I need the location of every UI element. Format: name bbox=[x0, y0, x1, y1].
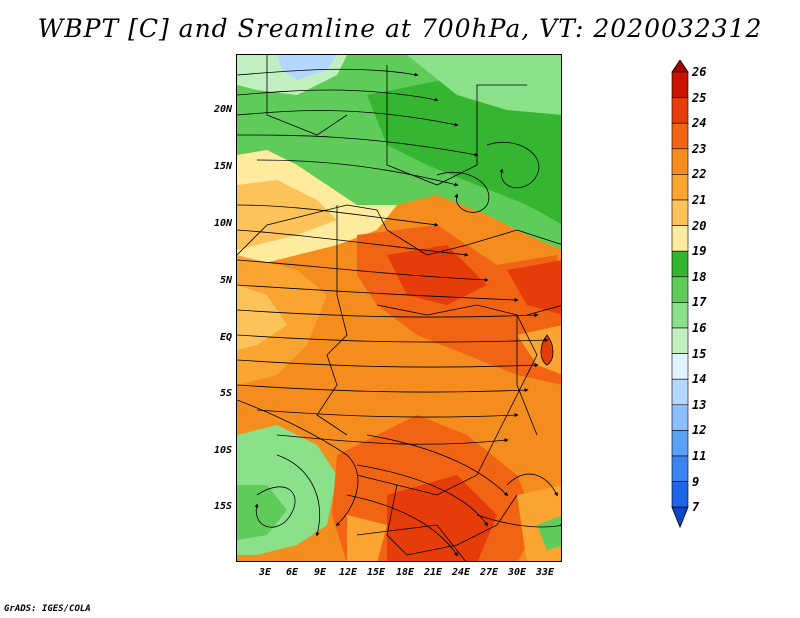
colorbar-swatch bbox=[671, 276, 689, 303]
colorbar-swatch bbox=[671, 353, 689, 380]
colorbar-swatch bbox=[671, 122, 689, 150]
credit-text: GrADS: IGES/COLA bbox=[4, 604, 91, 614]
colorbar-swatch bbox=[671, 481, 689, 508]
lat-label: 15N bbox=[213, 161, 232, 172]
chart-title: WBPT [C] and Sreamline at 700hPa, VT: 20… bbox=[37, 14, 763, 43]
colorbar-swatch bbox=[671, 430, 689, 457]
colorbar-tick-label: 22 bbox=[692, 167, 707, 182]
colorbar-tick-label: 21 bbox=[692, 193, 707, 207]
country-borders bbox=[237, 55, 561, 561]
colorbar-swatch bbox=[671, 174, 689, 201]
lon-label: 9E bbox=[313, 567, 327, 578]
colorbar-swatch bbox=[671, 404, 689, 431]
wbpt-field bbox=[237, 55, 561, 561]
colorbar-tick-label: 24 bbox=[692, 116, 707, 131]
colorbar-top-arrow bbox=[671, 60, 689, 73]
colorbar-tick-label: 11 bbox=[692, 449, 707, 463]
colorbar-tick-label: 7 bbox=[692, 500, 700, 515]
colorbar-tick-label: 16 bbox=[692, 321, 707, 335]
lon-label: 15E bbox=[366, 567, 386, 578]
lon-label: 21E bbox=[423, 567, 443, 578]
colorbar-swatch bbox=[671, 199, 689, 226]
lat-label: EQ bbox=[219, 332, 232, 343]
lon-label: 6E bbox=[285, 567, 299, 578]
lon-label: 30E bbox=[507, 567, 527, 578]
colorbar-swatch bbox=[671, 327, 689, 354]
streamlines bbox=[237, 68, 561, 557]
colorbar-tick-label: 12 bbox=[692, 423, 707, 438]
lon-label: 3E bbox=[258, 567, 272, 578]
colorbar-tick-label: 23 bbox=[692, 141, 707, 156]
lon-label: 33E bbox=[535, 567, 555, 578]
colorbar-swatch bbox=[671, 455, 689, 482]
lat-label: 5N bbox=[219, 275, 232, 286]
colorbar-tick-label: 17 bbox=[692, 295, 707, 310]
colorbar-swatch bbox=[671, 148, 689, 175]
lat-label: 20N bbox=[213, 104, 232, 115]
lon-label: 27E bbox=[479, 567, 499, 578]
colorbar-tick-label: 13 bbox=[692, 397, 707, 412]
lat-label: 10N bbox=[213, 218, 232, 229]
colorbar-tick-label: 25 bbox=[692, 90, 707, 105]
colorbar-swatch bbox=[671, 97, 689, 124]
colorbar-tick-label: 20 bbox=[692, 218, 707, 233]
colorbar-tick-label: 9 bbox=[692, 474, 700, 489]
lon-label: 12E bbox=[338, 567, 358, 578]
lon-label: 18E bbox=[395, 567, 415, 578]
colorbar-tick-label: 15 bbox=[692, 346, 707, 361]
lat-label: 10S bbox=[213, 445, 232, 456]
colorbar-tick-label: 19 bbox=[692, 244, 707, 259]
lat-label: 15S bbox=[213, 501, 232, 512]
colorbar-swatch bbox=[671, 225, 689, 252]
colorbar-swatch bbox=[671, 250, 689, 278]
lon-label: 24E bbox=[451, 567, 471, 578]
colorbar-swatch bbox=[671, 302, 689, 329]
colorbar-swatch bbox=[671, 378, 689, 406]
weather-map[interactable] bbox=[236, 54, 562, 562]
colorbar-tick-label: 18 bbox=[692, 269, 707, 284]
colorbar-bottom-arrow bbox=[671, 506, 689, 529]
colorbar-swatch bbox=[671, 71, 689, 98]
colorbar bbox=[671, 60, 689, 529]
colorbar-tick-label: 26 bbox=[692, 65, 707, 79]
colorbar-tick-label: 14 bbox=[692, 372, 707, 387]
lat-label: 5S bbox=[219, 388, 232, 399]
